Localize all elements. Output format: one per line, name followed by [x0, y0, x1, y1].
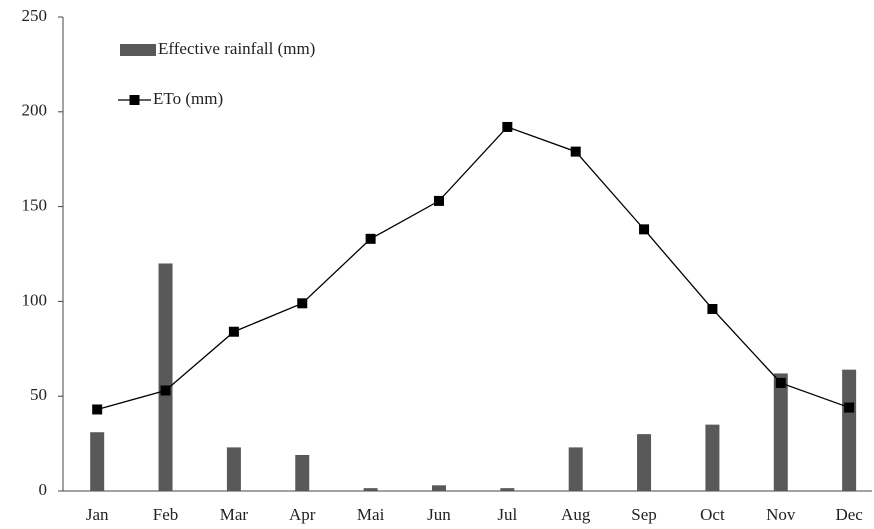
marker	[502, 121, 513, 132]
x-tick-label: Nov	[766, 505, 796, 524]
x-tick-label: Jan	[86, 505, 109, 524]
y-tick-label: 250	[22, 6, 48, 25]
marker	[92, 404, 103, 415]
marker	[844, 402, 855, 413]
y-tick-label: 100	[22, 290, 48, 309]
y-tick-label: 150	[22, 196, 48, 215]
x-tick-label: Apr	[289, 505, 316, 524]
bar	[90, 432, 105, 491]
bar	[842, 369, 857, 491]
marker	[707, 303, 718, 314]
bar	[295, 454, 310, 491]
x-tick-label: Aug	[561, 505, 591, 524]
bar	[705, 424, 720, 491]
legend-swatch	[120, 44, 156, 56]
x-tick-label: Feb	[153, 505, 179, 524]
legend-label: ETo (mm)	[153, 89, 223, 108]
marker	[639, 224, 650, 235]
bar	[500, 488, 515, 491]
x-tick-label: Jul	[497, 505, 517, 524]
legend-swatch	[129, 95, 140, 105]
line	[97, 126, 850, 411]
x-tick-label: Jun	[427, 505, 451, 524]
legend-label: Effective rainfall (mm)	[158, 39, 315, 58]
bar	[226, 447, 241, 491]
bar	[568, 447, 583, 491]
marker	[570, 146, 581, 157]
marker	[297, 298, 308, 309]
marker	[365, 233, 376, 244]
bar	[773, 373, 788, 491]
x-tick-label: Dec	[835, 505, 863, 524]
x-tick-label: Mai	[357, 505, 385, 524]
marker	[228, 326, 239, 337]
marker	[160, 385, 171, 396]
bar	[431, 485, 446, 491]
marker	[433, 195, 444, 206]
y-tick-label: 50	[30, 385, 47, 404]
x-tick-label: Sep	[631, 505, 657, 524]
marker	[775, 377, 786, 388]
bar	[637, 434, 652, 491]
y-tick-label: 0	[39, 480, 48, 499]
y-tick-label: 200	[22, 101, 48, 120]
x-tick-label: Mar	[220, 505, 249, 524]
bar	[363, 488, 378, 491]
x-tick-label: Oct	[700, 505, 725, 524]
bar	[158, 263, 173, 491]
